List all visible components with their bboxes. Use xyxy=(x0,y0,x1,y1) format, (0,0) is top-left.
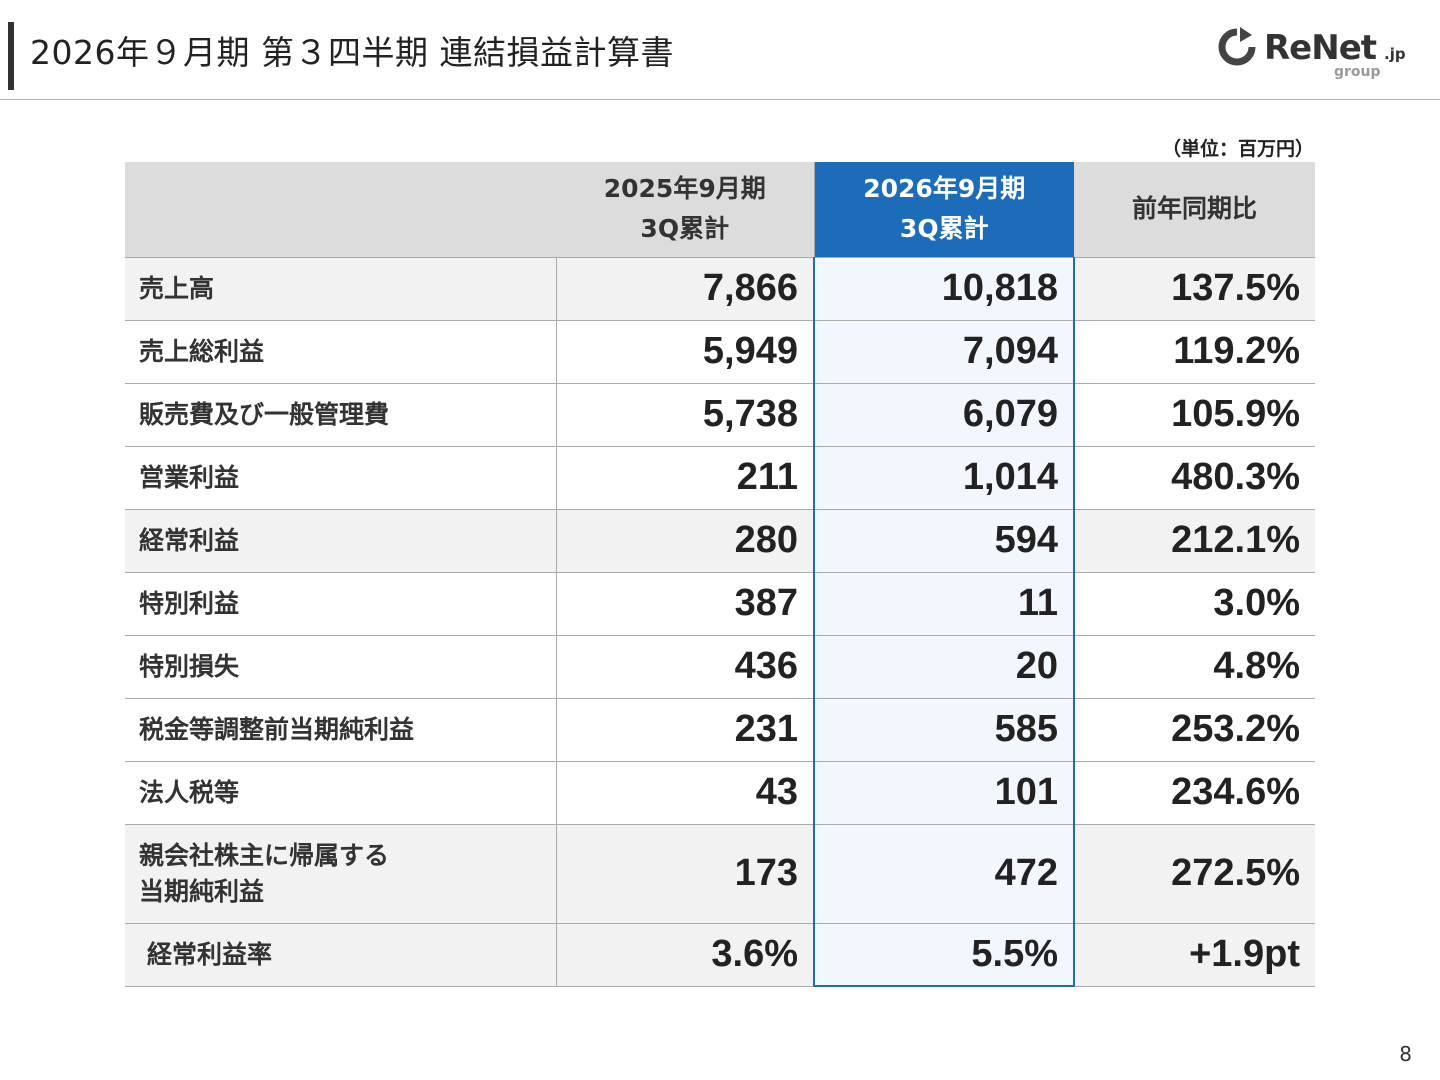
page-number: 8 xyxy=(1399,1042,1412,1066)
table-row: 経常利益 280 594 212.1% xyxy=(125,509,1315,573)
header-prev-period: 2025年9月期 3Q累計 xyxy=(556,162,815,258)
row-label: 特別損失 xyxy=(125,635,557,699)
page-title: 2026年９月期 第３四半期 連結損益計算書 xyxy=(30,33,674,72)
header-prev-line1: 2025年9月期 xyxy=(603,174,766,204)
yoy-value: 253.2% xyxy=(1074,698,1315,762)
prev-value: 173 xyxy=(556,824,815,924)
row-label: 売上高 xyxy=(125,257,557,321)
row-label-line1: 親会社株主に帰属する xyxy=(139,840,390,870)
yoy-value: 119.2% xyxy=(1074,320,1315,384)
header-curr-line2: 3Q累計 xyxy=(899,214,989,244)
curr-value: 7,094 xyxy=(813,320,1075,384)
yoy-value: 272.5% xyxy=(1074,824,1315,924)
table-row: 売上総利益 5,949 7,094 119.2% xyxy=(125,320,1315,384)
row-label: 販売費及び一般管理費 xyxy=(125,383,557,447)
prev-value: 387 xyxy=(556,572,815,636)
yoy-value: +1.9pt xyxy=(1074,923,1315,987)
row-label: 経常利益率 xyxy=(125,923,557,987)
row-label: 法人税等 xyxy=(125,761,557,825)
curr-value: 101 xyxy=(813,761,1075,825)
curr-value: 20 xyxy=(813,635,1075,699)
prev-value: 3.6% xyxy=(556,923,815,987)
row-label: 売上総利益 xyxy=(125,320,557,384)
table-row: 売上高 7,866 10,818 137.5% xyxy=(125,257,1315,321)
table-row: 法人税等 43 101 234.6% xyxy=(125,761,1315,825)
table-header-row: 2025年9月期 3Q累計 2026年9月期 3Q累計 前年同期比 xyxy=(125,162,1315,258)
prev-value: 280 xyxy=(556,509,815,573)
header-label-cell xyxy=(125,162,556,258)
row-label: 親会社株主に帰属する 当期純利益 xyxy=(125,824,557,924)
prev-value: 5,949 xyxy=(556,320,815,384)
yoy-value: 105.9% xyxy=(1074,383,1315,447)
prev-value: 436 xyxy=(556,635,815,699)
row-label: 経常利益 xyxy=(125,509,557,573)
title-accent-bar xyxy=(8,22,14,90)
logo-wordmark: ReNet xyxy=(1264,28,1377,68)
header-curr-period: 2026年9月期 3Q累計 xyxy=(814,162,1074,258)
yoy-value: 234.6% xyxy=(1074,761,1315,825)
yoy-value: 480.3% xyxy=(1074,446,1315,510)
curr-value: 11 xyxy=(813,572,1075,636)
row-label-line2: 当期純利益 xyxy=(139,876,265,906)
table-row: 営業利益 211 1,014 480.3% xyxy=(125,446,1315,510)
table-row: 特別利益 387 11 3.0% xyxy=(125,572,1315,636)
income-statement-table: 2025年9月期 3Q累計 2026年9月期 3Q累計 前年同期比 売上高 7,… xyxy=(125,162,1315,987)
prev-value: 7,866 xyxy=(556,257,815,321)
yoy-value: 212.1% xyxy=(1074,509,1315,573)
curr-value: 1,014 xyxy=(813,446,1075,510)
curr-value: 5.5% xyxy=(813,923,1075,987)
table-row: 経常利益率 3.6% 5.5% +1.9pt xyxy=(125,923,1315,987)
row-label: 営業利益 xyxy=(125,446,557,510)
prev-value: 43 xyxy=(556,761,815,825)
logo-subtext: group xyxy=(1334,64,1381,80)
table-row: 特別損失 436 20 4.8% xyxy=(125,635,1315,699)
curr-value: 585 xyxy=(813,698,1075,762)
curr-value: 594 xyxy=(813,509,1075,573)
prev-value: 231 xyxy=(556,698,815,762)
header-curr-line1: 2026年9月期 xyxy=(863,174,1026,204)
prev-value: 5,738 xyxy=(556,383,815,447)
title-bar: 2026年９月期 第３四半期 連結損益計算書 ReNet .jp group xyxy=(0,0,1440,100)
yoy-value: 4.8% xyxy=(1074,635,1315,699)
row-label: 税金等調整前当期純利益 xyxy=(125,698,557,762)
yoy-value: 137.5% xyxy=(1074,257,1315,321)
row-label: 特別利益 xyxy=(125,572,557,636)
prev-value: 211 xyxy=(556,446,815,510)
header-yoy: 前年同期比 xyxy=(1074,162,1315,258)
table-row: 親会社株主に帰属する 当期純利益 173 472 272.5% xyxy=(125,824,1315,924)
logo-tld: .jp xyxy=(1384,45,1406,63)
renet-logo: ReNet .jp group xyxy=(1216,22,1416,86)
header-prev-line2: 3Q累計 xyxy=(640,214,730,244)
table-row: 税金等調整前当期純利益 231 585 253.2% xyxy=(125,698,1315,762)
renet-arrow-circle-icon xyxy=(1218,27,1256,66)
curr-value: 6,079 xyxy=(813,383,1075,447)
yoy-value: 3.0% xyxy=(1074,572,1315,636)
curr-value: 472 xyxy=(813,824,1075,924)
unit-note: （単位：百万円） xyxy=(1161,138,1314,160)
curr-value: 10,818 xyxy=(813,257,1075,321)
table-row: 販売費及び一般管理費 5,738 6,079 105.9% xyxy=(125,383,1315,447)
